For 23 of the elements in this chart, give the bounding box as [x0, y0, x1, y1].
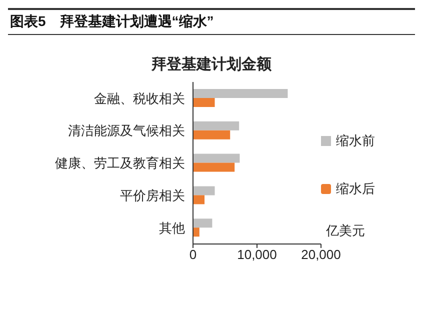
- y-tick-label: 平价房相关: [120, 188, 185, 204]
- bar: [193, 98, 215, 107]
- bar: [193, 89, 288, 98]
- bar: [193, 195, 205, 204]
- y-tick-label: 金融、税收相关: [94, 90, 185, 106]
- bar: [193, 228, 200, 237]
- bar: [193, 121, 240, 130]
- y-tick-label: 清洁能源及气候相关: [68, 123, 185, 138]
- bar: [193, 186, 215, 196]
- x-tick-label: 0: [189, 247, 197, 262]
- x-tick-label: 20,000: [301, 247, 341, 262]
- legend-label: 缩水前: [336, 132, 375, 150]
- chart-subtitle: 拜登基建计划金额: [150, 55, 272, 74]
- bar: [193, 162, 235, 172]
- x-axis-title: 亿美元: [326, 222, 365, 240]
- y-tick-label: 健康、劳工及教育相关: [55, 156, 185, 171]
- x-tick-label: 10,000: [237, 247, 277, 262]
- bar: [193, 218, 212, 228]
- legend-label: 缩水后: [336, 180, 375, 198]
- chart-title: 图表5 拜登基建计划遭遇“缩水”: [8, 8, 415, 35]
- bar: [193, 154, 240, 163]
- y-tick-label: 其他: [159, 220, 185, 236]
- bar: [193, 130, 230, 140]
